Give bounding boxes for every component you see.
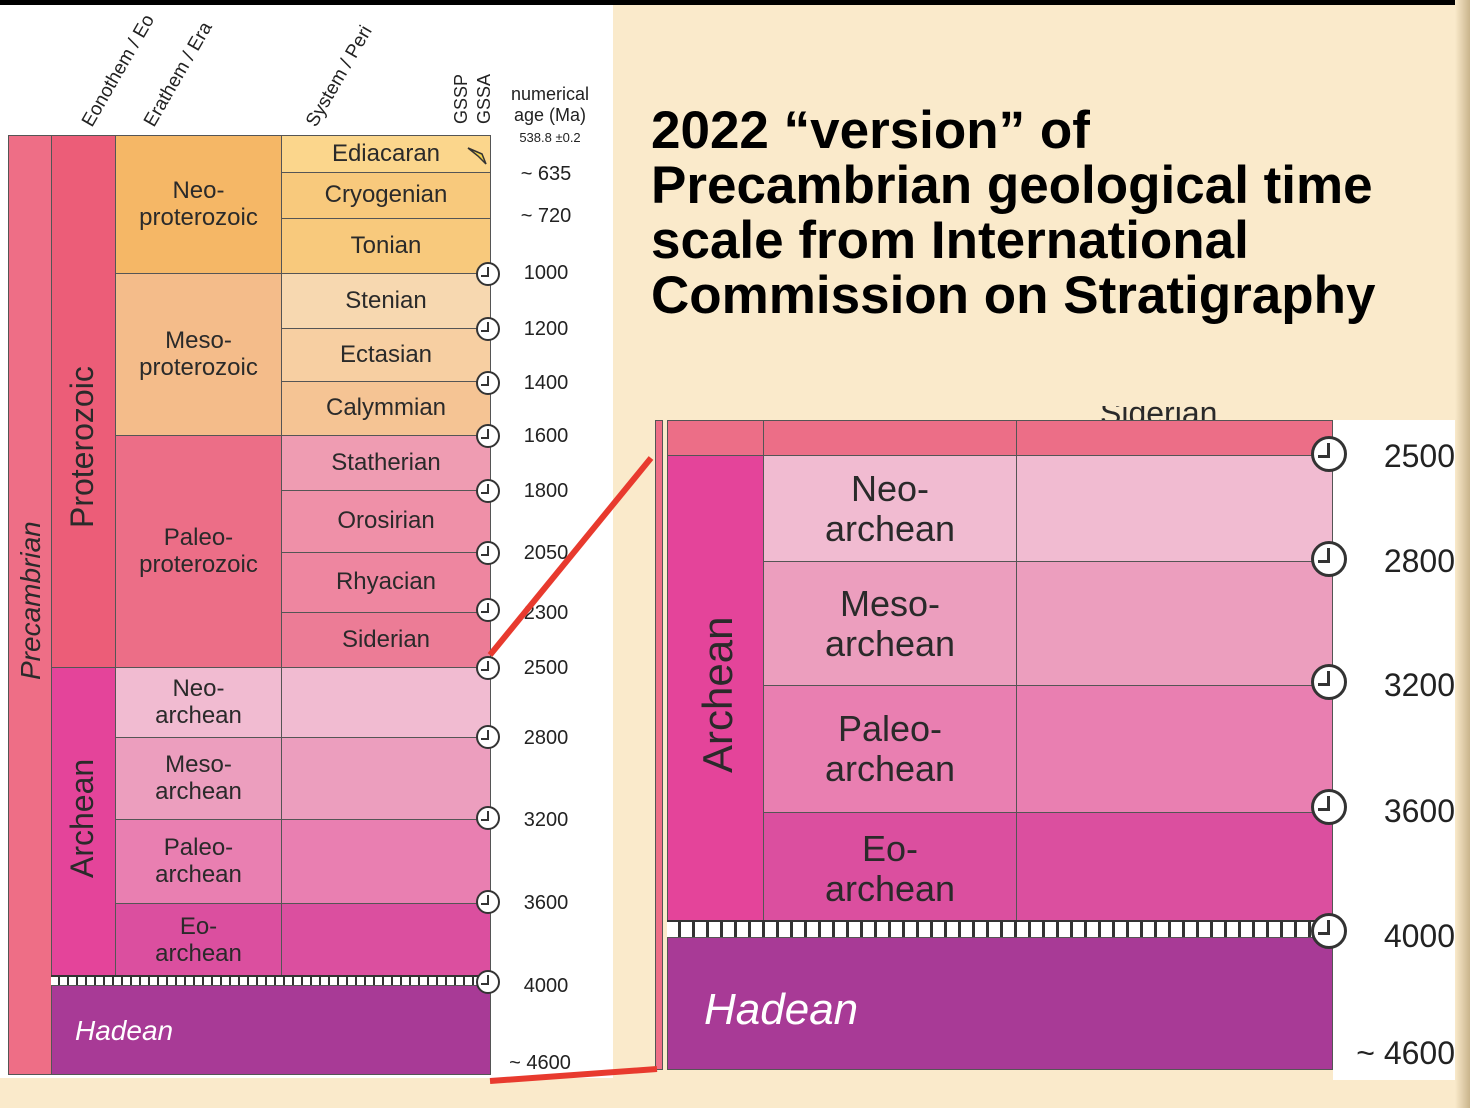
gssa-clock-icon <box>476 890 500 914</box>
gssa-clock-icon <box>1311 913 1347 949</box>
zoom-age-label: 2800 <box>1383 543 1455 579</box>
gssa-clock-icon <box>476 541 500 565</box>
unconformity-ticks <box>51 975 491 985</box>
age-label: 1000 <box>523 262 569 284</box>
erathem-neoproterozoic: Neo-proterozoic <box>115 135 282 274</box>
period-blank-eoarchean <box>281 903 491 978</box>
connector-line-bottom <box>489 1066 658 1084</box>
era-archean-cell <box>51 667 116 978</box>
period-blank-mesoarchean <box>281 737 491 820</box>
era-proterozoic-cell <box>51 135 116 668</box>
age-label: ~ 720 <box>520 205 572 227</box>
age-label: 2300 <box>523 602 569 624</box>
zoom-unconformity-ticks <box>667 920 1333 937</box>
zoom-blank-mesoarchean <box>1016 561 1333 686</box>
gssa-clock-icon <box>1311 664 1347 700</box>
zoom-mesoarchean: Meso-archean <box>763 561 1017 686</box>
erathem-neoarchean: Neo-archean <box>115 667 282 738</box>
header-age-line2: age (Ma) <box>513 105 587 125</box>
period-rhyacian: Rhyacian <box>281 552 491 613</box>
age-label: ~ 4600 <box>509 1052 571 1074</box>
gssa-clock-icon <box>476 479 500 503</box>
erathem-eoarchean: Eo-archean <box>115 903 282 978</box>
age-label: 2500 <box>523 657 569 679</box>
zoom-age-label: 4000 <box>1383 918 1455 954</box>
gssa-clock-icon <box>476 262 500 286</box>
period-siderian: Siderian <box>281 612 491 668</box>
zoom-blank-eoarchean <box>1016 812 1333 925</box>
zoom-age-label: ~ 4600 <box>1356 1035 1455 1071</box>
gssa-clock-icon <box>1311 436 1347 472</box>
zoom-paleoarchean: Paleo-archean <box>763 685 1017 813</box>
zoom-hadean-cell <box>667 937 1333 1070</box>
page-curl-shadow <box>1455 0 1470 1108</box>
period-stenian: Stenian <box>281 273 491 329</box>
zoom-neoarchean: Neo-archean <box>763 455 1017 562</box>
zoom-age-label: 3600 <box>1383 793 1455 829</box>
zoom-siderian-partial: Siderian <box>1100 406 1217 420</box>
hadean-label: Hadean <box>75 1015 174 1046</box>
header-age-base: 538.8 ±0.2 <box>519 130 581 145</box>
period-cryogenian: Cryogenian <box>281 172 491 219</box>
erathem-mesoproterozoic: Meso-proterozoic <box>115 273 282 436</box>
period-blank-paleoarchean <box>281 819 491 904</box>
age-label: 1400 <box>523 372 569 394</box>
age-label: 1200 <box>523 318 569 340</box>
hadean-cell <box>51 985 491 1075</box>
erathem-paleoproterozoic: Paleo-proterozoic <box>115 435 282 668</box>
slide-title: 2022 “version” of Precambrian geological… <box>651 101 1376 325</box>
zoom-eon-strip <box>655 420 663 1070</box>
zoom-blank-paleoarchean <box>1016 685 1333 813</box>
header-age-line1: numerical <box>510 84 590 104</box>
connector-line-top <box>487 456 654 657</box>
gssa-clock-icon <box>1311 541 1347 577</box>
gssa-clock-icon <box>476 656 500 680</box>
gssa-clock-icon <box>476 806 500 830</box>
period-blank-neoarchean <box>281 667 491 738</box>
zoom-age-column-bg <box>1333 420 1470 1080</box>
gssa-clock-icon <box>476 424 500 448</box>
age-label: 1800 <box>523 480 569 502</box>
age-label: ~ 635 <box>520 163 572 185</box>
period-tonian: Tonian <box>281 218 491 274</box>
age-label: 3200 <box>523 809 569 831</box>
period-statherian: Statherian <box>281 435 491 491</box>
gssa-clock-icon <box>476 598 500 622</box>
age-label: 1600 <box>523 425 569 447</box>
period-calymmian: Calymmian <box>281 381 491 436</box>
age-label: 3600 <box>523 892 569 914</box>
gssa-clock-icon <box>476 317 500 341</box>
bottom-strip <box>0 1078 1470 1108</box>
age-label: 2050 <box>523 542 569 564</box>
age-label: 2800 <box>523 727 569 749</box>
zoom-age-label: 2500 <box>1383 438 1455 474</box>
zoom-hadean-label: Hadean <box>704 985 859 1034</box>
gssa-clock-icon <box>1311 789 1347 825</box>
top-border <box>0 0 1470 5</box>
gssa-clock-icon <box>476 725 500 749</box>
gssa-clock-icon <box>476 970 500 994</box>
zoom-eoarchean: Eo-archean <box>763 812 1017 925</box>
erathem-mesoarchean: Meso-archean <box>115 737 282 820</box>
zoom-age-label: 3200 <box>1383 667 1455 703</box>
erathem-paleoarchean: Paleo-archean <box>115 819 282 904</box>
golden-spike-icon <box>466 144 488 166</box>
gssa-clock-icon <box>476 371 500 395</box>
age-label: 4000 <box>523 975 569 997</box>
period-ectasian: Ectasian <box>281 328 491 382</box>
period-orosirian: Orosirian <box>281 490 491 553</box>
